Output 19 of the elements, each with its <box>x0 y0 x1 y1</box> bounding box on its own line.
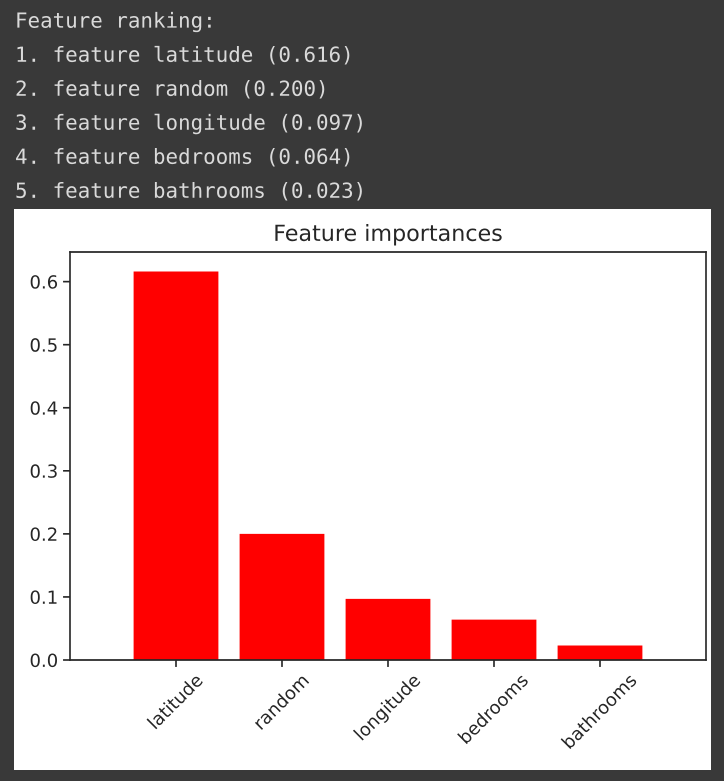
chart-title: Feature importances <box>275 224 502 246</box>
y-tick-label: 0.6 <box>30 275 58 289</box>
text: Feature ranking: <box>17 12 211 32</box>
text: 1. feature latitude (0.616) <box>18 46 350 65</box>
text: 2. feature random (0.200) <box>16 80 324 99</box>
bar <box>452 620 536 660</box>
y-tick-label: 0.1 <box>30 590 57 604</box>
bar <box>346 598 430 660</box>
bar <box>240 534 324 660</box>
y-tick-label: 0.5 <box>30 338 57 352</box>
bar <box>558 645 642 660</box>
y-tick-label: 0.4 <box>30 401 58 415</box>
bar <box>134 272 218 660</box>
y-tick-label: 0.3 <box>30 464 57 478</box>
y-tick-label: 0.0 <box>30 653 57 668</box>
y-tick-label: 0.2 <box>30 527 56 541</box>
text: 3. feature longitude (0.097) <box>16 114 362 134</box>
text: 5. feature bathrooms (0.023) <box>16 182 362 201</box>
text: 4. feature bedrooms (0.064) <box>16 148 350 167</box>
